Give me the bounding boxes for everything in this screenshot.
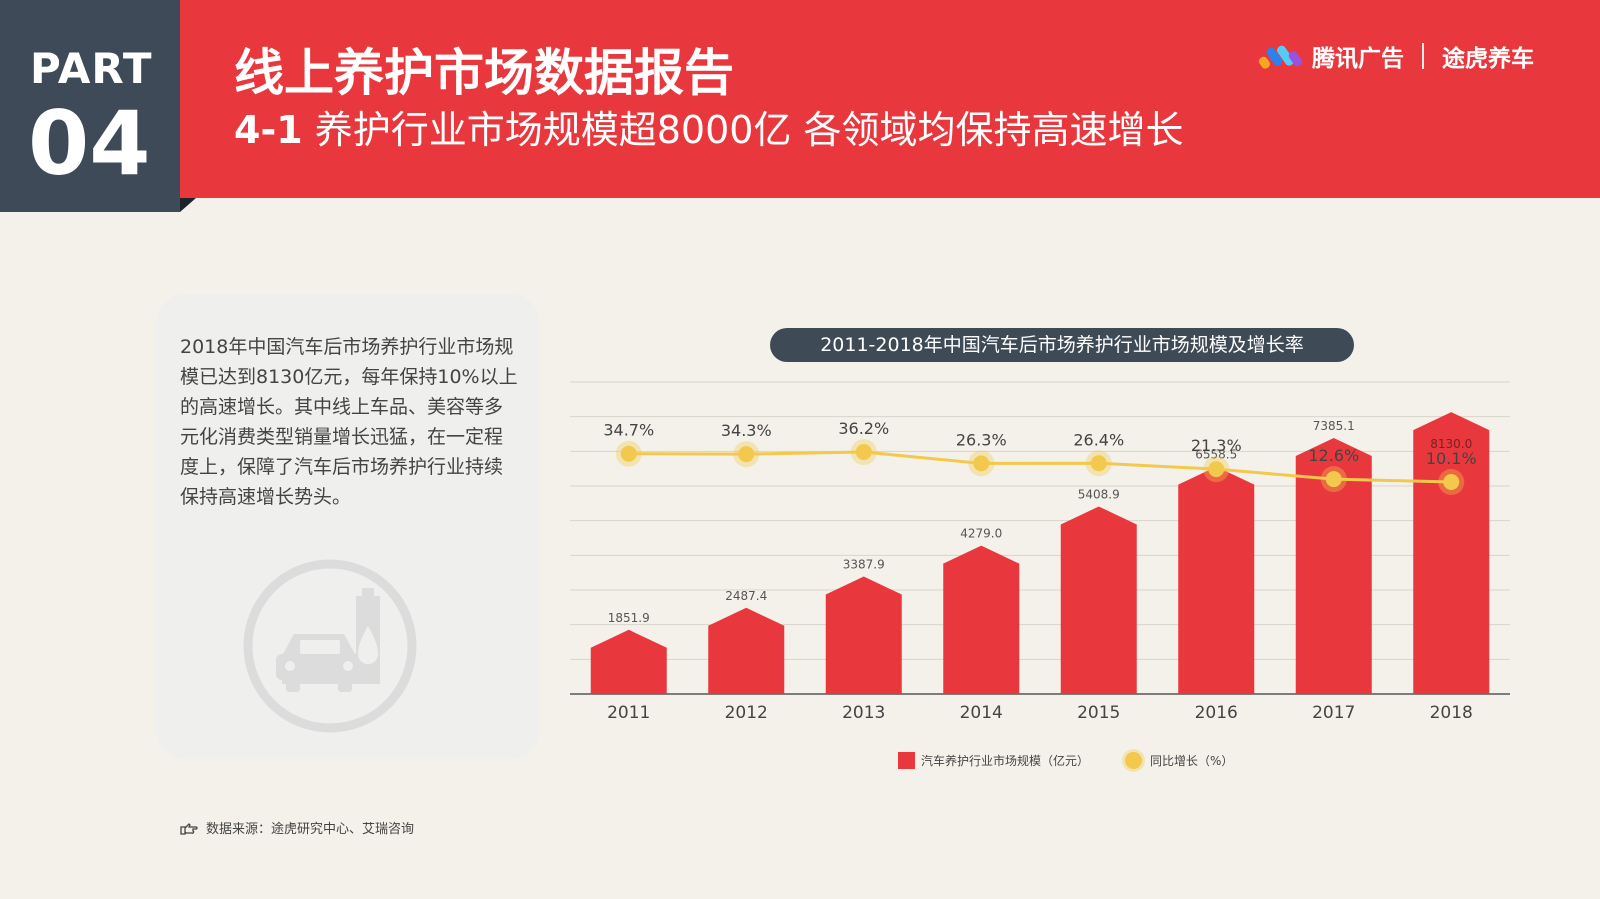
brand-bar: 腾讯广告 途虎养车 <box>1258 38 1534 74</box>
growth-point <box>855 444 872 460</box>
growth-line <box>628 450 1452 484</box>
bar-value-label: 4279.0 <box>960 527 1002 541</box>
data-source: 数据来源：途虎研究中心、艾瑞咨询 <box>180 818 414 837</box>
growth-value-label: 26.4% <box>1073 430 1124 449</box>
x-tick-label: 2012 <box>725 703 768 723</box>
header-banner <box>0 0 1600 198</box>
part-badge-fold <box>180 198 196 212</box>
page-title: 线上养护市场数据报告 <box>234 44 734 102</box>
growth-point <box>1090 455 1107 472</box>
legend-bar-label: 汽车养护行业市场规模（亿元） <box>921 754 1090 768</box>
growth-value-label: 21.3% <box>1191 436 1242 455</box>
description-card: 2018年中国汽车后市场养护行业市场规模已达到8130亿元，每年保持10%以上的… <box>156 294 540 759</box>
subtitle-text: 养护行业市场规模超8000亿 各领域均保持高速增长 <box>314 108 1184 152</box>
bar-value-label: 2487.4 <box>725 589 767 603</box>
part-label: PART <box>30 44 153 93</box>
brand-divider <box>1422 43 1424 69</box>
legend-line-swatch <box>1125 752 1143 769</box>
bar <box>708 607 785 694</box>
bar <box>825 576 902 694</box>
x-tick-label: 2011 <box>607 703 650 723</box>
data-source-text: 数据来源：途虎研究中心、艾瑞咨询 <box>206 822 415 837</box>
description-text: 2018年中国汽车后市场养护行业市场规模已达到8130亿元，每年保持10%以上的… <box>180 336 518 508</box>
chart-title: 2011-2018年中国汽车后市场养护行业市场规模及增长率 <box>770 328 1354 362</box>
bar-value-label: 6558.5 <box>1195 448 1237 462</box>
x-tick-label: 2016 <box>1195 703 1238 723</box>
growth-point <box>620 445 637 462</box>
bar-value-label: 7385.1 <box>1313 419 1355 433</box>
chart-legend: 汽车养护行业市场规模（亿元） 同比增长（%） <box>898 752 1233 769</box>
bar <box>1178 466 1255 694</box>
bar-value-label: 8130.0 <box>1430 437 1472 451</box>
page-subtitle: 4-1 养护行业市场规模超8000亿 各领域均保持高速增长 <box>234 108 1184 152</box>
bar <box>590 629 667 694</box>
legend-bar-swatch <box>898 752 915 769</box>
part-badge: PART 04 <box>0 0 196 212</box>
x-tick-label: 2014 <box>960 703 1003 723</box>
bar-value-label: 1851.9 <box>608 611 650 625</box>
bar-value-label: 5408.9 <box>1078 487 1120 501</box>
growth-value-label: 34.3% <box>721 421 772 440</box>
brand-tuhu: 途虎养车 <box>1442 46 1534 72</box>
growth-point <box>1443 474 1460 490</box>
bar <box>943 545 1020 694</box>
bar <box>1060 506 1137 694</box>
part-number: 04 <box>28 92 151 195</box>
growth-point <box>1208 461 1225 478</box>
growth-value-label: 26.3% <box>956 430 1007 449</box>
x-tick-label: 2015 <box>1077 703 1120 723</box>
car-oil-drop-icon <box>243 559 417 733</box>
subtitle-prefix: 4-1 <box>234 108 303 152</box>
growth-point <box>738 446 755 463</box>
bar <box>1295 437 1372 694</box>
legend-line-label: 同比增长（%） <box>1150 754 1234 768</box>
growth-value-label: 10.1% <box>1426 449 1477 468</box>
x-tick-label: 2017 <box>1312 703 1355 723</box>
growth-value-label: 12.6% <box>1308 446 1359 465</box>
growth-value-label: 36.2% <box>838 419 889 438</box>
growth-value-label: 34.7% <box>603 421 654 440</box>
brand-tencent-ads: 腾讯广告 <box>1312 46 1404 72</box>
growth-point <box>973 455 990 472</box>
pointing-hand-icon <box>180 822 198 835</box>
bar-value-label: 3387.9 <box>843 558 885 572</box>
x-tick-label: 2018 <box>1430 703 1473 723</box>
chart-area: 1851.9 2011 2487.4 2012 3387.9 2013 4279.0 2014… <box>570 381 1510 723</box>
growth-point <box>1325 471 1342 488</box>
tencent-ads-logo-icon <box>1258 45 1303 69</box>
x-tick-label: 2013 <box>842 703 885 723</box>
